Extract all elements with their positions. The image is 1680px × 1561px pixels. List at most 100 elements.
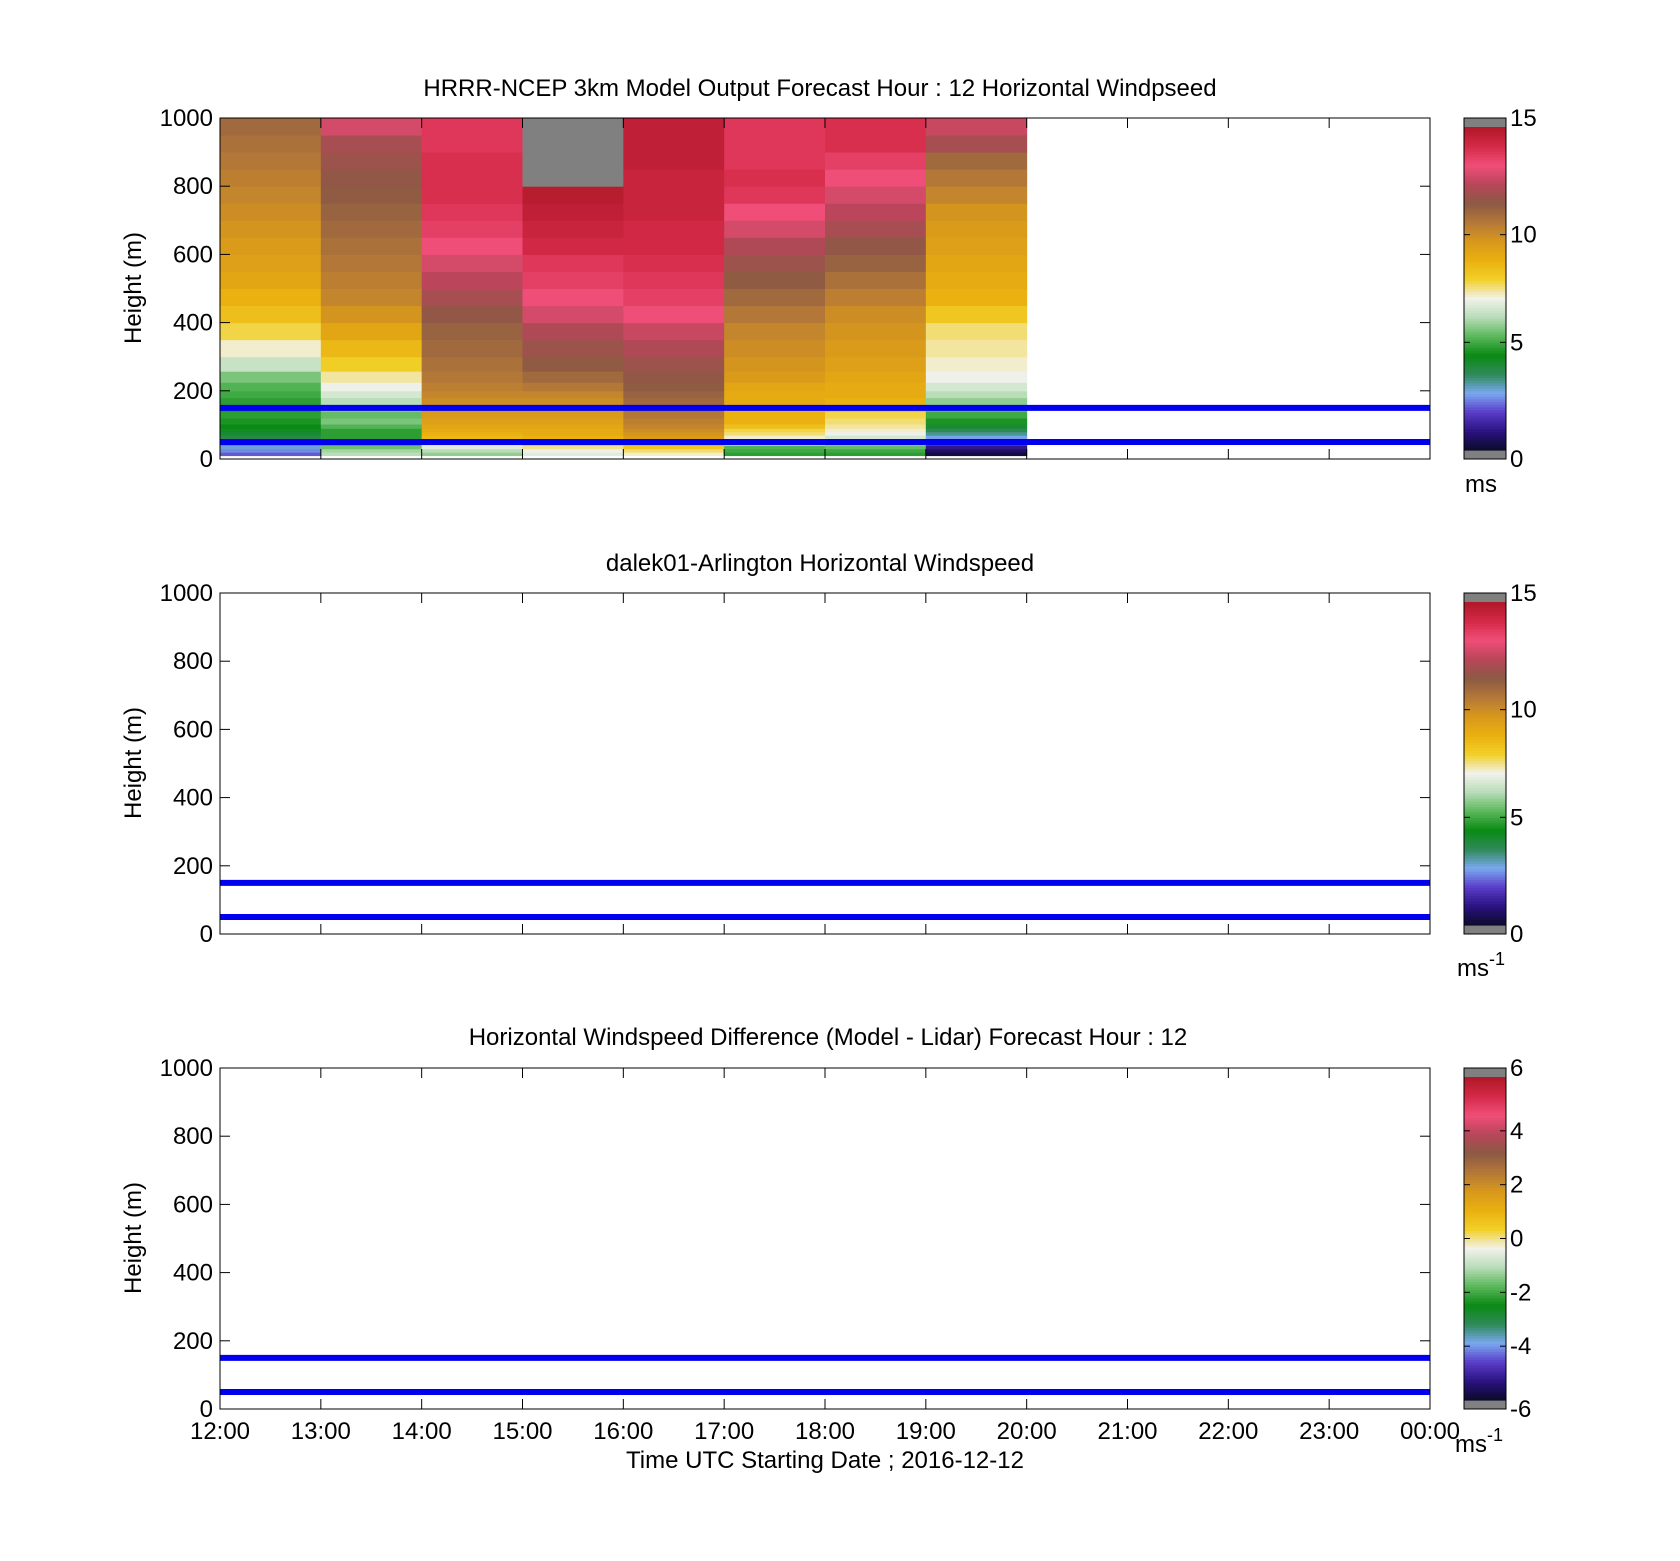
colorbar-swatch: [1464, 623, 1506, 627]
heatmap-cell: [724, 424, 826, 429]
colorbar-swatch: [1464, 275, 1506, 279]
colorbar-swatch: [1464, 733, 1506, 738]
colorbar-swatch: [1464, 720, 1506, 724]
heatmap-cell: [320, 322, 423, 341]
colorbar-swatch: [1464, 680, 1506, 684]
colorbar-swatch: [1464, 277, 1506, 282]
colorbar-swatch: [1464, 892, 1506, 896]
colorbar-swatch: [1464, 436, 1506, 440]
colorbar-swatch: [1464, 1373, 1506, 1377]
colorbar-swatch: [1464, 148, 1506, 152]
colorbar-swatch: [1464, 433, 1506, 438]
colorbar-swatch: [1464, 704, 1506, 708]
heatmap-cell: [623, 382, 725, 392]
heatmap-cell: [220, 305, 322, 324]
heatmap-cell: [421, 411, 523, 419]
heatmap-cell: [724, 118, 826, 136]
colorbar-swatch: [1464, 1278, 1506, 1283]
heatmap-cell: [421, 356, 523, 372]
heatmap-cell: [724, 203, 826, 221]
colorbar-swatch: [1464, 787, 1506, 792]
colorbar-swatch: [1464, 634, 1506, 638]
heatmap-cell: [421, 220, 523, 238]
colorbar-swatch: [1464, 1187, 1506, 1191]
colorbar-swatch: [1464, 210, 1506, 214]
heatmap-cell: [320, 411, 423, 419]
heatmap-cell: [925, 431, 1028, 436]
heatmap-cell: [220, 135, 322, 153]
heatmap-cell: [421, 135, 523, 153]
colorbar-swatch: [1464, 671, 1506, 676]
heatmap-cell: [724, 220, 826, 238]
heatmap-cell: [220, 169, 322, 187]
colorbar-swatch: [1464, 736, 1506, 740]
colorbar-swatch: [1464, 798, 1506, 802]
colorbar-swatch: [1464, 299, 1506, 303]
colorbar-swatch: [1464, 215, 1506, 220]
colorbar-swatch: [1464, 782, 1506, 786]
colorbar-swatch: [1464, 1203, 1506, 1207]
colorbar-swatch: [1464, 639, 1506, 643]
colorbar-swatch: [1464, 1249, 1506, 1253]
heatmap-cell: [825, 371, 927, 383]
colorbar-swatch: [1464, 1120, 1506, 1124]
colorbar-swatch: [1464, 170, 1506, 174]
colorbar-tick-label: 0: [1510, 446, 1523, 473]
colorbar-swatch: [1464, 388, 1506, 392]
colorbar-over: [1464, 1068, 1506, 1077]
colorbar-swatch: [1464, 1163, 1506, 1167]
colorbar-swatch: [1464, 1195, 1506, 1199]
heatmap-cell: [522, 203, 624, 221]
colorbar-swatch: [1464, 425, 1506, 430]
colorbar-swatch: [1464, 1165, 1506, 1170]
colorbar-swatch: [1464, 1356, 1506, 1361]
colorbar-tick-label: -6: [1510, 1396, 1531, 1423]
colorbar-swatch: [1464, 615, 1506, 619]
heatmap-cell: [825, 118, 927, 136]
heatmap-cell: [421, 390, 523, 399]
colorbar-swatch: [1464, 439, 1506, 443]
colorbar-swatch: [1464, 1340, 1506, 1345]
heatmap-cell: [825, 445, 927, 450]
heatmap-cell: [421, 288, 523, 307]
y-tick-label: 1000: [160, 580, 213, 607]
heatmap-cell: [522, 135, 624, 153]
colorbar-swatch: [1464, 1106, 1506, 1110]
colorbar-swatch: [1464, 145, 1506, 150]
colorbar-swatch: [1464, 1136, 1506, 1140]
colorbar-swatch: [1464, 1198, 1506, 1202]
heatmap-cell: [320, 152, 423, 170]
colorbar-swatch: [1464, 890, 1506, 894]
colorbar-swatch: [1464, 358, 1506, 362]
heatmap-cell: [724, 288, 826, 307]
colorbar-swatch: [1464, 137, 1506, 142]
colorbar-swatch: [1464, 768, 1506, 773]
colorbar-swatch: [1464, 677, 1506, 681]
colorbar-tick-label: -2: [1510, 1279, 1531, 1306]
heatmap-cell: [825, 288, 927, 307]
colorbar-swatch: [1464, 178, 1506, 182]
heatmap-cell: [320, 445, 423, 450]
colorbar-swatch: [1464, 674, 1506, 678]
panel-difference-title: Horizontal Windspeed Difference (Model -…: [469, 1024, 1188, 1051]
heatmap-cell: [825, 220, 927, 238]
colorbar-swatch: [1464, 1190, 1506, 1194]
colorbar-swatch: [1464, 865, 1506, 870]
heatmap-cell: [825, 169, 927, 187]
heatmap-cell: [320, 435, 423, 440]
colorbar-swatch: [1464, 1235, 1506, 1240]
y-tick-label: 1000: [160, 105, 213, 132]
heatmap-cell: [724, 448, 826, 453]
colorbar-swatch: [1464, 186, 1506, 190]
heatmap-cell: [522, 448, 624, 453]
heatmap-cell: [724, 397, 826, 405]
colorbar-swatch: [1464, 712, 1506, 716]
heatmap-cell: [522, 271, 624, 289]
colorbar-swatch: [1464, 291, 1506, 295]
colorbar-swatch: [1464, 347, 1506, 352]
colorbar-tick-label: 15: [1510, 105, 1537, 132]
colorbar-swatch: [1464, 1133, 1506, 1137]
colorbar-swatch: [1464, 1149, 1506, 1153]
colorbar-tick-label: 0: [1510, 921, 1523, 948]
colorbar-swatch: [1464, 307, 1506, 311]
